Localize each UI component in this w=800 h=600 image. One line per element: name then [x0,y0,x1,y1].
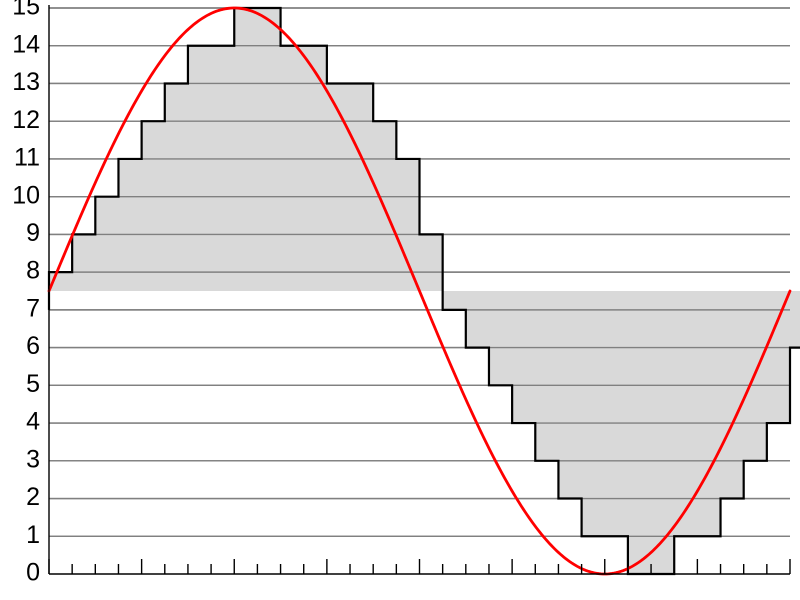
y-tick-label: 7 [26,294,40,322]
y-tick-label: 8 [26,257,40,285]
y-tick-label: 14 [12,30,40,58]
y-tick-label: 1 [26,521,40,549]
y-tick-label: 2 [26,483,40,511]
y-tick-label: 4 [26,408,40,436]
y-tick-label: 12 [12,106,40,134]
y-tick-label: 13 [12,68,40,96]
y-tick-label: 9 [26,219,40,247]
y-tick-label: 15 [12,0,40,21]
y-tick-label: 5 [26,370,40,398]
y-tick-label: 10 [12,181,40,209]
quantization-chart: 0123456789101112131415 [0,0,800,600]
y-tick-label: 0 [26,559,40,587]
y-tick-label: 11 [14,144,40,172]
y-tick-label: 6 [26,332,40,360]
y-tick-label: 3 [26,445,40,473]
chart-svg: 0123456789101112131415 [0,0,800,600]
